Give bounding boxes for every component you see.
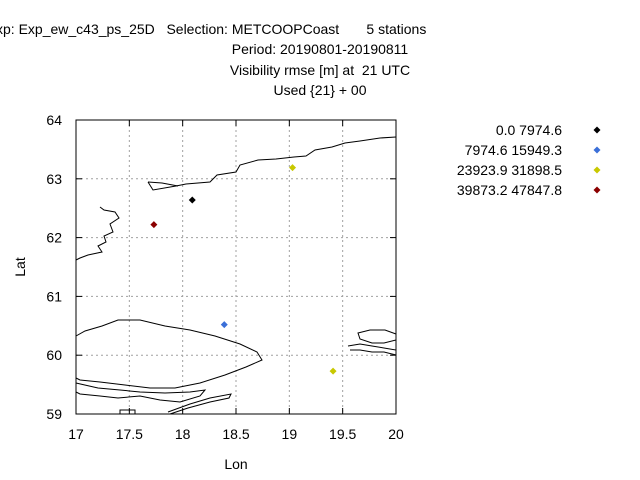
title-line-experiment: xp: Exp_ew_c43_ps_25D Selection: METCOOP… — [0, 21, 427, 37]
data-points — [150, 164, 337, 375]
title-line-used: Used {21} + 00 — [273, 82, 367, 98]
x-tick-label: 17 — [68, 426, 84, 442]
x-tick-label: 19 — [282, 426, 298, 442]
y-tick-label: 62 — [46, 230, 62, 246]
y-tick-label: 63 — [46, 171, 62, 187]
data-point — [220, 321, 228, 329]
legend-entry-label: 39873.2 47847.8 — [457, 182, 562, 198]
title-line-parameter: Visibility rmse [m] at 21 UTC — [229, 62, 411, 78]
data-point — [329, 367, 337, 375]
x-tick-label: 20 — [388, 426, 404, 442]
legend-marker — [593, 126, 601, 134]
data-point — [150, 221, 158, 229]
legend-entry-label: 7974.6 15949.3 — [465, 142, 563, 158]
x-tick-label: 17.5 — [116, 426, 143, 442]
data-point — [188, 196, 196, 204]
legend-entry-label: 0.0 7974.6 — [496, 122, 562, 138]
y-tick-label: 59 — [46, 406, 62, 422]
y-tick-label: 61 — [46, 288, 62, 304]
legend-marker — [593, 146, 601, 154]
legend: 0.0 7974.6 7974.6 15949.3 23923.9 31898.5 3… — [457, 122, 601, 198]
title-line-period: Period: 20190801-20190811 — [231, 41, 409, 57]
x-axis-label: Lon — [224, 456, 247, 472]
coastline — [75, 136, 397, 415]
x-tick-label: 18.5 — [222, 426, 249, 442]
legend-marker — [593, 186, 601, 194]
y-tick-label: 60 — [46, 347, 62, 363]
legend-entry-label: 23923.9 31898.5 — [457, 162, 562, 178]
y-axis-label: Lat — [12, 257, 28, 277]
x-tick-label: 19.5 — [329, 426, 356, 442]
grid-lines — [76, 120, 396, 414]
data-point — [289, 164, 297, 172]
legend-marker — [593, 166, 601, 174]
y-tick-label: 64 — [46, 112, 62, 128]
x-tick-label: 18 — [175, 426, 191, 442]
axis-ticks: 17 17.5 18 18.5 19 19.5 20 59 60 61 62 63 64 — [46, 112, 404, 442]
